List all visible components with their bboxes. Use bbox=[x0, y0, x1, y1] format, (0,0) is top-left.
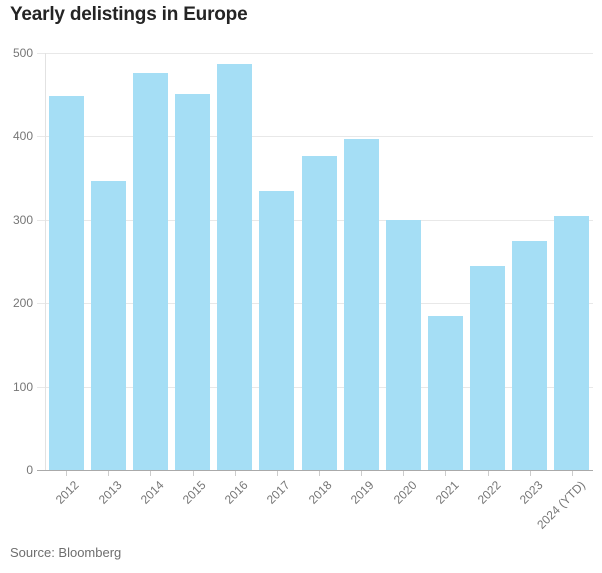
x-tick bbox=[276, 471, 278, 476]
y-tick-label: 500 bbox=[12, 46, 33, 60]
x-tick-label: 2021 bbox=[432, 478, 462, 507]
x-tick-label: 2022 bbox=[474, 478, 504, 507]
x-tick-label: 2023 bbox=[516, 478, 546, 507]
x-tick bbox=[487, 471, 489, 476]
bar-2012 bbox=[48, 96, 84, 470]
x-tick bbox=[529, 471, 531, 476]
x-tick bbox=[403, 471, 405, 476]
x-tick bbox=[150, 471, 152, 476]
x-tick-label: 2015 bbox=[179, 478, 209, 507]
x-tick-label: 2017 bbox=[263, 478, 293, 507]
y-tick-label: 300 bbox=[12, 212, 33, 227]
x-tick bbox=[192, 471, 194, 476]
x-tick-label: 2020 bbox=[390, 478, 420, 507]
bar-2022 bbox=[470, 265, 506, 470]
y-tick-label: 400 bbox=[12, 129, 33, 144]
x-tick-label: 2016 bbox=[221, 478, 251, 507]
bar-2019 bbox=[343, 138, 379, 470]
x-tick bbox=[361, 471, 363, 476]
x-tick bbox=[319, 471, 320, 476]
y-tick-label: 0 bbox=[26, 463, 33, 477]
x-tick bbox=[234, 471, 236, 476]
bar-2024-ytd- bbox=[554, 215, 590, 470]
y-axis-line bbox=[45, 53, 46, 470]
bar-2018 bbox=[301, 155, 337, 470]
bar-2021 bbox=[427, 315, 463, 470]
gridline-0 bbox=[37, 470, 593, 471]
bar-2016 bbox=[217, 63, 253, 470]
bar-2017 bbox=[259, 190, 295, 470]
x-tick-label: 2012 bbox=[53, 478, 82, 507]
x-tick bbox=[108, 471, 110, 476]
gridline-400 bbox=[37, 136, 593, 138]
x-tick bbox=[66, 471, 68, 476]
bar-2020 bbox=[385, 219, 421, 470]
bar-2014 bbox=[132, 73, 168, 470]
bar-2013 bbox=[90, 180, 126, 470]
x-tick bbox=[571, 471, 573, 476]
y-tick-label: 200 bbox=[12, 296, 33, 311]
x-tick-label: 2014 bbox=[137, 478, 167, 507]
y-tick-label: 100 bbox=[12, 379, 33, 394]
x-tick-label: 2019 bbox=[348, 478, 378, 507]
source-note: Source: Bloomberg bbox=[10, 545, 122, 560]
bar-2015 bbox=[175, 93, 211, 470]
x-tick bbox=[445, 471, 447, 476]
bar-2023 bbox=[512, 240, 548, 470]
x-tick-label: 2018 bbox=[306, 478, 335, 507]
chart-title: Yearly delistings in Europe bbox=[10, 4, 248, 25]
x-tick-label: 2013 bbox=[95, 478, 125, 507]
gridline-500 bbox=[37, 53, 593, 54]
